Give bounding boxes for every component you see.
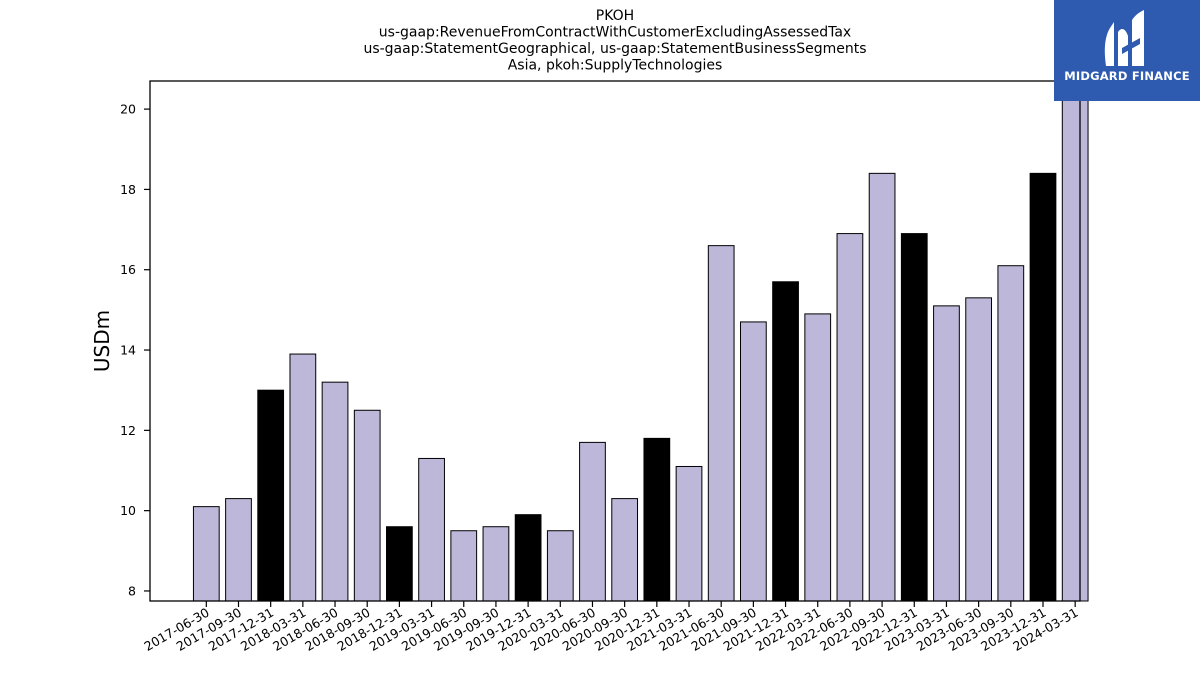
- bar: [482, 526, 510, 602]
- bar: [514, 514, 542, 602]
- x-axis: 2017-06-302017-09-302017-12-312018-03-31…: [141, 601, 1081, 654]
- bar: [997, 265, 1025, 602]
- bar: [772, 281, 799, 602]
- bar: [900, 233, 928, 602]
- logo-text: MIDGARD FINANCE: [1064, 69, 1190, 83]
- brand-logo: MIDGARD FINANCE: [1054, 0, 1200, 101]
- bar: [321, 381, 349, 602]
- title-line: PKOH: [596, 8, 634, 24]
- bar: [804, 313, 832, 602]
- bar: [546, 530, 574, 602]
- y-tick-label: 16: [120, 262, 136, 277]
- bar: [740, 321, 767, 602]
- bar: [225, 498, 252, 602]
- bar: [965, 297, 993, 602]
- bar: [675, 465, 703, 602]
- bar: [1029, 172, 1057, 602]
- bar: [353, 409, 381, 602]
- bar: [868, 172, 896, 602]
- bar: [611, 498, 639, 602]
- title-line: us-gaap:RevenueFromContractWithCustomerE…: [379, 25, 851, 41]
- bar: [289, 353, 317, 602]
- bar: [386, 526, 413, 602]
- plot-frame: [149, 80, 1081, 602]
- bar: [933, 305, 960, 602]
- bar: [418, 457, 445, 602]
- y-tick-label: 8: [128, 583, 136, 598]
- bar: [192, 506, 220, 602]
- title-line: us-gaap:StatementGeographical, us-gaap:S…: [363, 41, 866, 57]
- bar: [257, 389, 285, 602]
- chart-title: PKOHus-gaap:RevenueFromContractWithCusto…: [363, 8, 866, 74]
- title-line: Asia, pkoh:SupplyTechnologies: [508, 58, 723, 74]
- y-axis: 8 10 12 14 16 18 20: [120, 102, 150, 598]
- bars-group: [192, 80, 1089, 602]
- logo-mark-icon: [1104, 10, 1144, 66]
- bar: [643, 437, 671, 602]
- y-tick-label: 12: [120, 423, 136, 438]
- bar: [836, 233, 864, 602]
- y-axis-label: USDm: [90, 310, 114, 372]
- y-tick-label: 20: [120, 102, 136, 117]
- y-tick-label: 10: [120, 503, 136, 518]
- bar: [707, 245, 735, 602]
- bar: [1061, 80, 1089, 602]
- bar: [450, 530, 478, 602]
- y-tick-label: 18: [120, 182, 136, 197]
- bar: [579, 441, 606, 602]
- y-tick-label: 14: [120, 343, 136, 358]
